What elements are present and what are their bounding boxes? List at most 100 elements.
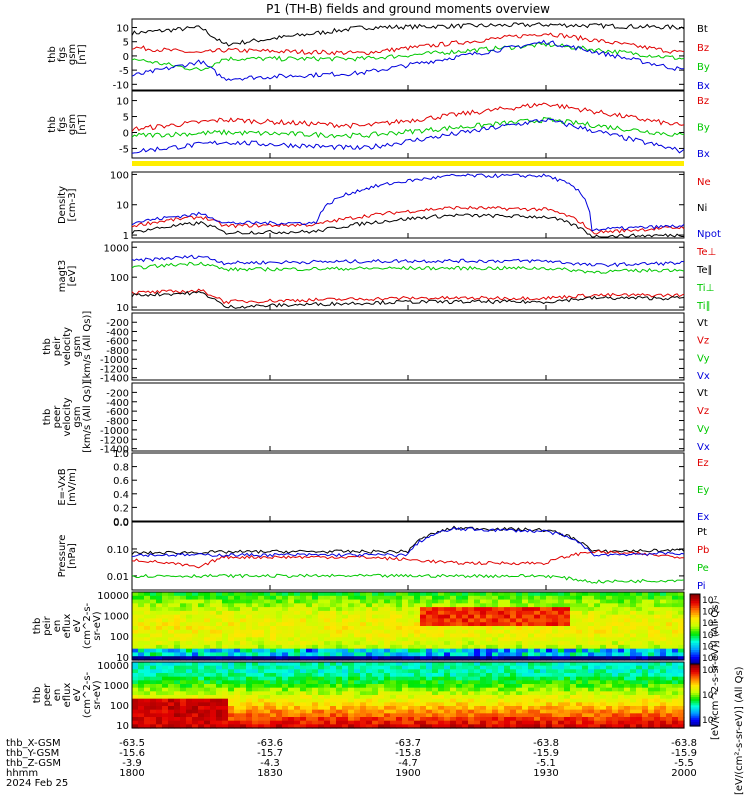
heatmap-cell (246, 680, 253, 685)
heatmap-cell (330, 687, 337, 692)
heatmap-cell (528, 641, 535, 646)
heatmap-cell (144, 680, 151, 685)
heatmap-cell (360, 724, 367, 729)
heatmap-cell (282, 724, 289, 729)
heatmap-cell (450, 629, 457, 635)
colorbar-swatch (690, 610, 700, 614)
heatmap-cell (408, 713, 415, 718)
heatmap-cell (354, 618, 361, 623)
heatmap-cell (324, 695, 331, 700)
heatmap-cell (168, 603, 175, 608)
heatmap-cell (234, 595, 241, 601)
heatmap-cell (504, 702, 511, 707)
heatmap-cell (666, 673, 673, 678)
heatmap-cell (282, 644, 289, 650)
heatmap-cell (444, 717, 451, 722)
heatmap-cell (402, 618, 409, 623)
heatmap-cell (204, 641, 211, 646)
heatmap-cell (450, 607, 457, 612)
heatmap-cell (354, 648, 361, 654)
legend-entry: Vz (697, 406, 709, 417)
heatmap-cell (612, 680, 619, 685)
heatmap-cell (624, 648, 631, 654)
heatmap-cell (354, 680, 361, 685)
heatmap-cell (462, 662, 469, 667)
heatmap-cell (498, 684, 505, 689)
heatmap-cell (594, 720, 601, 725)
heatmap-cell (396, 641, 403, 646)
heatmap-cell (414, 717, 421, 722)
heatmap-cell (306, 695, 313, 700)
heatmap-cell (288, 724, 295, 729)
y-axis-label-line: fgs (57, 47, 68, 62)
heatmap-cell (594, 665, 601, 670)
heatmap-cell (420, 698, 427, 703)
heatmap-cell (192, 633, 199, 638)
legend-entry: By (697, 62, 710, 73)
heatmap-cell (252, 629, 259, 635)
colorbar-tick-label: 10⁶ (702, 666, 717, 676)
colorbar-swatch (690, 664, 700, 667)
heatmap-cell (138, 676, 145, 681)
heatmap-cell (534, 622, 541, 627)
heatmap-cell (312, 648, 319, 654)
heatmap-cell (438, 614, 445, 620)
heatmap-cell (426, 720, 433, 725)
heatmap-cell (240, 614, 247, 620)
heatmap-cell (264, 607, 271, 612)
heatmap-cell (258, 720, 265, 725)
heatmap-cell (426, 687, 433, 692)
heatmap-cell (528, 629, 535, 635)
heatmap-cell (300, 717, 307, 722)
heatmap-cell (468, 687, 475, 692)
heatmap-cell (552, 626, 559, 631)
heatmap-cell (486, 691, 493, 696)
heatmap-cell (564, 641, 571, 646)
heatmap-cell (654, 684, 661, 689)
heatmap-cell (468, 592, 475, 597)
legend-entry: Ex (697, 512, 709, 523)
heatmap-cell (354, 626, 361, 631)
heatmap-cell (486, 629, 493, 635)
heatmap-cell (192, 724, 199, 729)
heatmap-cell (360, 684, 367, 689)
heatmap-cell (504, 603, 511, 608)
heatmap-cell (300, 665, 307, 670)
heatmap-cell (390, 713, 397, 718)
heatmap-cell (324, 702, 331, 707)
heatmap-cell (192, 652, 199, 657)
heatmap-cell (222, 603, 229, 608)
heatmap-cell (312, 629, 319, 635)
heatmap-cell (216, 595, 223, 601)
heatmap-cell (612, 637, 619, 642)
heatmap-cell (660, 720, 667, 725)
heatmap-cell (468, 644, 475, 650)
heatmap-cell (624, 669, 631, 674)
heatmap-cell (306, 622, 313, 627)
heatmap-cell (678, 656, 685, 661)
heatmap-cell (204, 713, 211, 718)
heatmap-cell (594, 724, 601, 729)
heatmap-cell (660, 684, 667, 689)
heatmap-cell (504, 713, 511, 718)
heatmap-cell (210, 680, 217, 685)
heatmap-cell (342, 669, 349, 674)
heatmap-cell (300, 595, 307, 601)
heatmap-cell (468, 629, 475, 635)
heatmap-cell (582, 706, 589, 711)
heatmap-cell (396, 691, 403, 696)
heatmap-cell (222, 717, 229, 722)
heatmap-cell (366, 599, 373, 604)
heatmap-cell (558, 698, 565, 703)
heatmap-cell (504, 720, 511, 725)
heatmap-cell (498, 622, 505, 627)
heatmap-cell (372, 626, 379, 631)
heatmap-cell (342, 618, 349, 623)
heatmap-cell (474, 656, 481, 661)
heatmap-cell (150, 622, 157, 627)
heatmap-cell (276, 607, 283, 612)
heatmap-cell (162, 603, 169, 608)
y-axis-label: Pressure[nPa] (57, 535, 78, 578)
heatmap-cell (198, 648, 205, 654)
heatmap-cell (522, 633, 529, 638)
